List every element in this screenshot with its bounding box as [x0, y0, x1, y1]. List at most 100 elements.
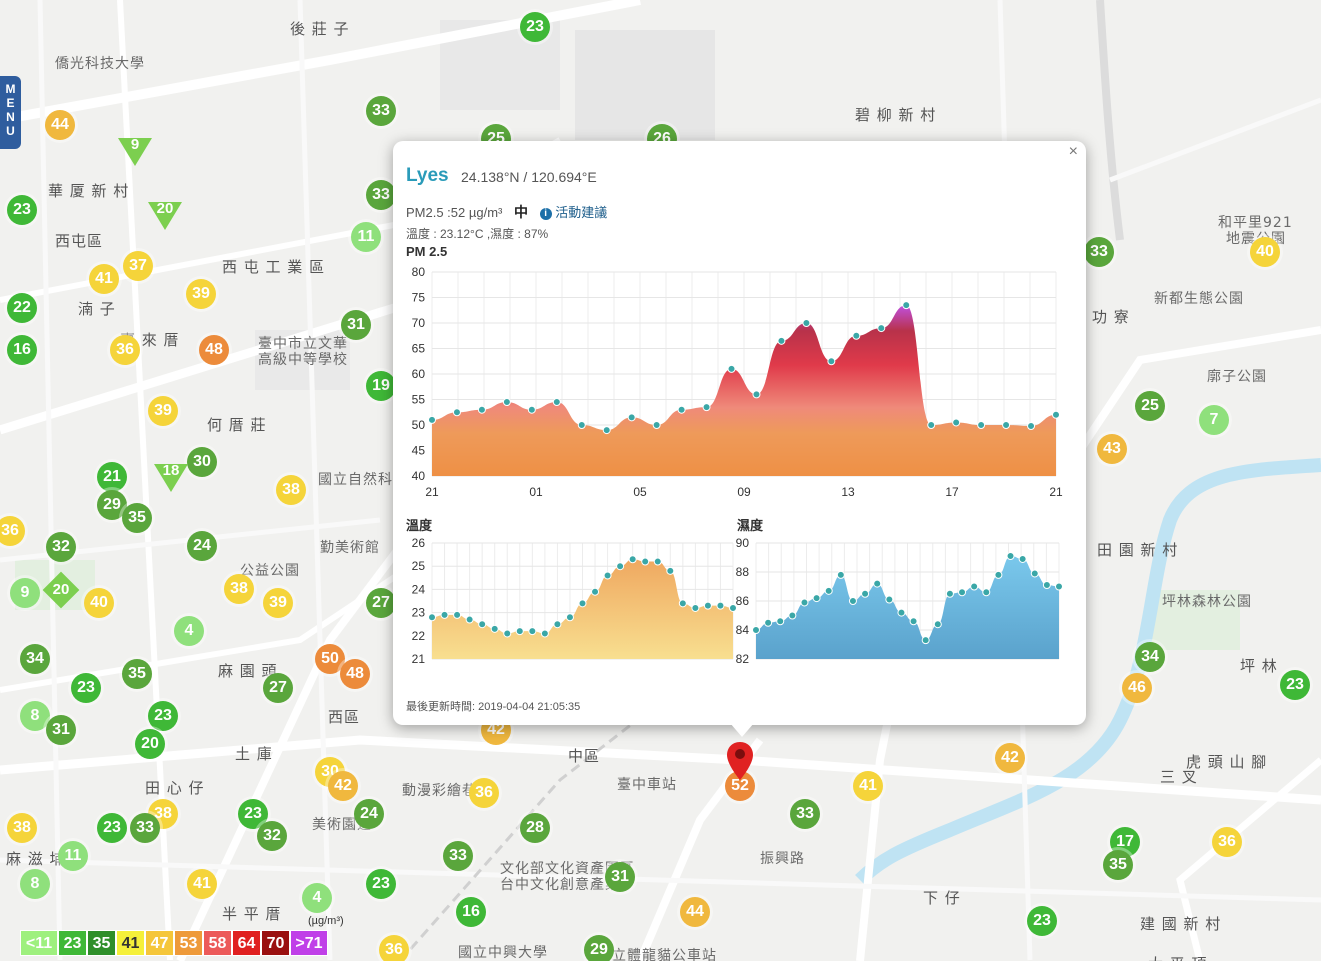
station-marker[interactable]: 33 [130, 813, 160, 843]
station-marker[interactable]: 36 [379, 935, 409, 961]
data-point [503, 629, 512, 638]
station-triangle-marker[interactable]: 9 [118, 136, 152, 166]
data-point [752, 390, 761, 399]
station-marker[interactable]: 24 [354, 799, 384, 829]
station-marker[interactable]: 31 [605, 862, 635, 892]
station-marker[interactable]: 32 [257, 821, 287, 851]
station-marker[interactable]: 11 [351, 222, 381, 252]
station-marker[interactable]: 16 [456, 897, 486, 927]
station-marker[interactable]: 38 [224, 574, 254, 604]
station-marker[interactable]: 19 [366, 371, 396, 401]
station-marker[interactable]: 33 [443, 841, 473, 871]
close-icon[interactable]: × [1068, 143, 1078, 160]
map-place-label: 碧 柳 新 村 [855, 106, 937, 124]
station-marker[interactable]: 27 [263, 673, 293, 703]
station-triangle-marker[interactable]: 20 [148, 200, 182, 230]
station-marker[interactable]: 23 [520, 12, 550, 42]
data-point [982, 588, 991, 597]
station-marker[interactable]: 35 [122, 659, 152, 689]
data-point [428, 613, 436, 622]
station-marker[interactable]: 37 [123, 251, 153, 281]
station-marker[interactable]: 36 [110, 335, 140, 365]
station-marker[interactable]: 48 [199, 335, 229, 365]
station-marker[interactable]: 29 [97, 490, 127, 520]
station-marker[interactable]: 39 [263, 588, 293, 618]
station-marker[interactable]: 28 [520, 813, 550, 843]
x-tick-label: 13 [841, 485, 855, 499]
data-point [428, 415, 436, 424]
station-marker[interactable]: 31 [46, 715, 76, 745]
station-marker[interactable]: 25 [1135, 391, 1165, 421]
station-marker[interactable]: 39 [148, 396, 178, 426]
station-marker[interactable]: 30 [187, 447, 217, 477]
station-marker[interactable]: 4 [174, 616, 204, 646]
y-tick-label: 24 [412, 582, 426, 596]
station-marker[interactable]: 41 [853, 771, 883, 801]
station-marker[interactable]: 33 [366, 96, 396, 126]
station-marker[interactable]: 33 [1084, 237, 1114, 267]
selected-location-pin-icon[interactable] [726, 741, 754, 781]
station-marker[interactable]: 11 [58, 841, 88, 871]
station-marker[interactable]: 39 [186, 279, 216, 309]
legend-level: 70 [261, 930, 290, 956]
station-marker[interactable]: 21 [97, 462, 127, 492]
station-marker[interactable]: 23 [148, 701, 178, 731]
station-marker[interactable]: 42 [328, 771, 358, 801]
station-marker[interactable]: 36 [469, 778, 499, 808]
station-marker[interactable]: 4 [302, 883, 332, 913]
station-marker[interactable]: 41 [89, 264, 119, 294]
station-marker[interactable]: 8 [20, 701, 50, 731]
station-marker[interactable]: 23 [1027, 906, 1057, 936]
station-marker[interactable]: 9 [10, 578, 40, 608]
station-marker[interactable]: 41 [187, 869, 217, 899]
map-place-label: 田 心 仔 [145, 779, 205, 797]
station-marker[interactable]: 32 [46, 532, 76, 562]
station-marker[interactable]: 36 [1212, 827, 1242, 857]
station-marker[interactable]: 23 [7, 195, 37, 225]
station-marker[interactable]: 29 [584, 935, 614, 961]
station-marker[interactable]: 40 [1250, 237, 1280, 267]
station-marker[interactable]: 38 [276, 475, 306, 505]
map-place-label: 臺中市立文華 [258, 336, 348, 352]
station-marker[interactable]: 34 [20, 644, 50, 674]
station-marker[interactable]: 42 [995, 743, 1025, 773]
station-marker[interactable]: 22 [7, 293, 37, 323]
station-marker[interactable]: 7 [1199, 405, 1229, 435]
station-marker[interactable]: 20 [135, 729, 165, 759]
map-place-label: 西 屯 工 業 區 [222, 258, 326, 276]
activity-advice-link[interactable]: i 活動建議 [539, 205, 607, 220]
station-marker[interactable]: 38 [7, 813, 37, 843]
station-marker[interactable]: 23 [1280, 670, 1310, 700]
station-marker[interactable]: 31 [341, 310, 371, 340]
station-marker[interactable]: 8 [20, 869, 50, 899]
map-place-label: 湳 子 [78, 300, 116, 318]
station-marker[interactable]: 44 [680, 897, 710, 927]
station-marker[interactable]: 23 [71, 673, 101, 703]
station-marker[interactable]: 27 [366, 588, 396, 618]
station-marker[interactable]: 23 [366, 869, 396, 899]
station-marker[interactable]: 36 [0, 516, 25, 546]
station-marker[interactable]: 34 [1135, 642, 1165, 672]
station-marker[interactable]: 23 [97, 813, 127, 843]
map-place-label: 田 園 新 村 [1097, 541, 1179, 559]
station-marker[interactable]: 48 [340, 659, 370, 689]
map-place-label: 功 寮 [1092, 308, 1130, 326]
station-marker[interactable]: 35 [1103, 850, 1133, 880]
station-marker[interactable]: 35 [122, 503, 152, 533]
station-marker[interactable]: 46 [1122, 673, 1152, 703]
station-marker[interactable]: 44 [45, 110, 75, 140]
x-tick-label: 21 [1049, 485, 1063, 499]
station-triangle-marker[interactable]: 18 [154, 462, 188, 492]
data-point [565, 613, 574, 622]
station-diamond-marker[interactable]: 20 [42, 571, 80, 609]
y-tick-label: 90 [736, 536, 750, 550]
data-point [677, 405, 686, 414]
station-marker[interactable]: 33 [366, 180, 396, 210]
station-marker[interactable]: 16 [7, 335, 37, 365]
station-marker[interactable]: 33 [790, 799, 820, 829]
data-point [440, 610, 449, 619]
station-marker[interactable]: 40 [84, 588, 114, 618]
station-marker[interactable]: 43 [1097, 434, 1127, 464]
station-marker[interactable]: 24 [187, 531, 217, 561]
